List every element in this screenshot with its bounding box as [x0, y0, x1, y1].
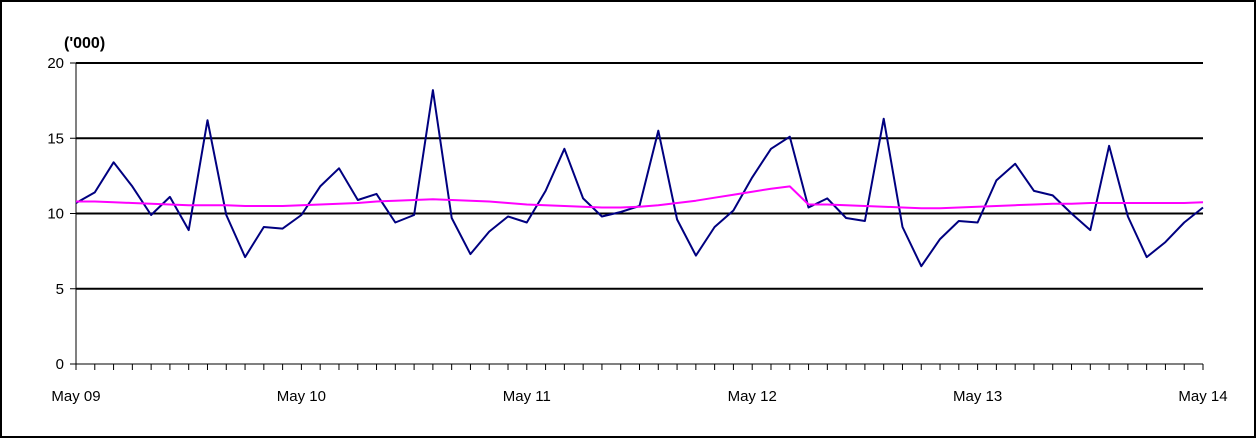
x-tick-label: May 11: [503, 388, 551, 405]
y-tick-label: 0: [56, 356, 64, 373]
x-tick-label: May 09: [51, 388, 100, 405]
x-tick-label: May 13: [953, 388, 1002, 405]
y-tick-label: 5: [56, 281, 64, 298]
series-line-1: [75, 89, 1204, 268]
gridlines: [76, 62, 1203, 290]
tick-labels: 0 5 10 15 20 May 09 May 10 May 11 May 12 May 13 Ma…: [47, 55, 1227, 405]
x-tick-label: May 14: [1178, 388, 1227, 405]
series-lines: [75, 89, 1204, 268]
y-tick-label: 20: [47, 55, 64, 72]
y-axis-unit-label: ('000): [64, 35, 105, 52]
x-tick-label: May 10: [277, 388, 326, 405]
y-tick-label: 10: [47, 206, 64, 223]
x-tick-label: May 12: [728, 388, 777, 405]
y-tick-label: 15: [47, 130, 64, 147]
series-line-2: [76, 185, 1204, 210]
axes: [70, 62, 1204, 370]
